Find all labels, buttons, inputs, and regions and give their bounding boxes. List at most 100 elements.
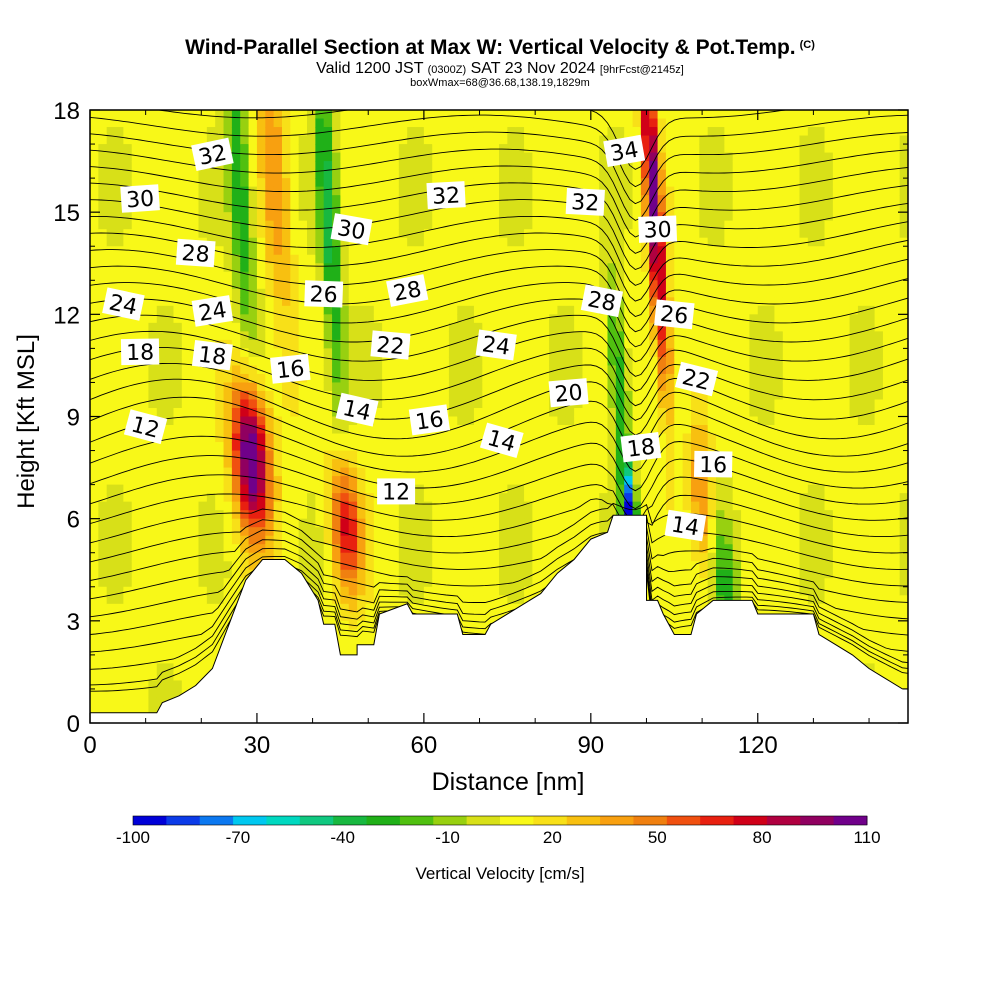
- y-tick-label: 6: [67, 507, 80, 534]
- isentrope-label: 18: [620, 431, 662, 463]
- colorbar-tick-label: 110: [853, 828, 881, 847]
- isentrope-line: [90, 502, 908, 554]
- colorbar-swatch: [533, 816, 568, 825]
- y-axis-label: Height [Kft MSL]: [13, 334, 40, 509]
- colorbar-swatch: [733, 816, 768, 825]
- isentrope-line: [90, 314, 908, 377]
- isentrope-label: 14: [335, 392, 379, 427]
- chart-subtitle: Valid 1200 JST (0300Z) SAT 23 Nov 2024 […: [0, 60, 1000, 78]
- colorbar-swatch: [133, 816, 167, 825]
- isentrope-label: 34: [603, 134, 646, 167]
- isentrope-label: 32: [191, 137, 234, 171]
- colorbar-swatch: [500, 816, 534, 825]
- y-tick-label: 15: [53, 200, 80, 227]
- colorbar-swatch: [466, 816, 501, 825]
- isentrope-label: 16: [270, 353, 311, 384]
- isentrope-label: 32: [565, 187, 605, 217]
- colorbar-swatch: [800, 816, 835, 825]
- isentrope-line: [155, 110, 789, 170]
- isentrope-label: 28: [175, 238, 216, 268]
- potential-temperature-contours: [90, 110, 908, 692]
- isentrope-label: 18: [120, 338, 160, 366]
- isentrope-line: [90, 378, 908, 440]
- isentrope-line: [90, 182, 908, 254]
- chart-title-text: Wind-Parallel Section at Max W: Vertical…: [185, 36, 796, 59]
- colorbar-swatch: [266, 816, 301, 825]
- x-tick-label: 0: [83, 732, 96, 759]
- isentrope-line: [90, 493, 908, 538]
- isentrope-label: 24: [191, 295, 234, 327]
- isentrope-line: [90, 215, 908, 286]
- isentrope-label: 30: [120, 184, 160, 213]
- isentrope-label: 22: [370, 330, 411, 360]
- isentrope-line: [90, 526, 908, 587]
- colorbar-swatch: [166, 816, 201, 825]
- chart-title: Wind-Parallel Section at Max W: Vertical…: [0, 36, 1000, 60]
- colorbar-swatch: [666, 816, 701, 825]
- isentrope-label: 16: [693, 450, 733, 478]
- isentrope-label: 24: [102, 287, 145, 321]
- forecast-label: [9hrFcst@2145z]: [599, 64, 684, 76]
- isentrope-label: 30: [330, 213, 373, 245]
- terrain-profile: [90, 514, 908, 723]
- valid-utc-label: (0300Z): [427, 64, 467, 76]
- y-tick-label: 3: [67, 609, 80, 636]
- isentrope-line: [90, 265, 908, 333]
- valid-time-label: Valid 1200 JST: [316, 60, 424, 77]
- isentrope-label: 26: [654, 299, 695, 330]
- isentrope-label: 28: [580, 284, 624, 317]
- colorbar-swatch: [333, 816, 368, 825]
- colorbar-tick-label: 20: [542, 828, 562, 847]
- colorbar-tick-label: 50: [647, 828, 667, 847]
- colorbar-swatch: [766, 816, 801, 825]
- colorbar: [132, 815, 868, 826]
- y-tick-label: 12: [53, 302, 80, 329]
- colorbar-swatch: [600, 816, 634, 825]
- isentrope-line: [90, 148, 908, 221]
- colorbar-swatch: [299, 816, 334, 825]
- colorbar-swatch: [700, 816, 735, 825]
- isentrope-label: 26: [304, 280, 344, 308]
- isentrope-line: [90, 249, 908, 318]
- isentrope-label: 22: [674, 361, 719, 397]
- isentrope-line: [90, 536, 908, 603]
- boxwmax-label: boxWmax=68@36.68,138.19,1829m: [410, 77, 590, 89]
- x-tick-label: 30: [244, 732, 271, 759]
- colorbar-swatch: [199, 816, 234, 825]
- colorbar-tick-label: -40: [330, 828, 355, 847]
- x-tick-label: 90: [577, 732, 604, 759]
- isentrope-line: [90, 362, 908, 421]
- isentrope-label: 18: [191, 339, 233, 371]
- isentrope-line: [90, 165, 908, 238]
- y-tick-label: 18: [53, 98, 80, 125]
- isentrope-label: 32: [426, 181, 466, 210]
- y-tick-label: 9: [67, 405, 80, 432]
- colorbar-swatch: [566, 816, 601, 825]
- x-tick-label: 120: [738, 732, 778, 759]
- x-axis-label: Distance [nm]: [432, 768, 585, 796]
- colorbar-swatch: [233, 816, 267, 825]
- isentrope-line: [90, 474, 908, 523]
- isentrope-line: [90, 232, 908, 302]
- isentrope-line: [90, 416, 908, 473]
- isentrope-line: [90, 514, 908, 570]
- valid-date-label: SAT 23 Nov 2024: [470, 60, 596, 77]
- isentrope-line: [90, 545, 908, 620]
- isentrope-label: 28: [386, 274, 429, 307]
- x-tick-label: 60: [411, 732, 438, 759]
- isentrope-line: [90, 435, 908, 492]
- colorbar-swatch: [399, 816, 434, 825]
- y-tick-label: 0: [67, 711, 80, 738]
- axes: 0 30 60 90 120 0 3 6 9 12 15 18 Distance [nm] Height …: [13, 98, 908, 796]
- colorbar-tick-label: -70: [225, 828, 251, 847]
- colorbar-swatch: [833, 816, 868, 825]
- isentrope-label: 16: [408, 404, 451, 436]
- terrain-mask: [90, 514, 908, 723]
- colorbar-title: Vertical Velocity [cm/s]: [415, 864, 585, 883]
- isentrope-line: [90, 455, 908, 510]
- isentrope-line: [90, 114, 908, 188]
- isentrope-line: [90, 199, 908, 271]
- isentrope-line: [90, 553, 908, 636]
